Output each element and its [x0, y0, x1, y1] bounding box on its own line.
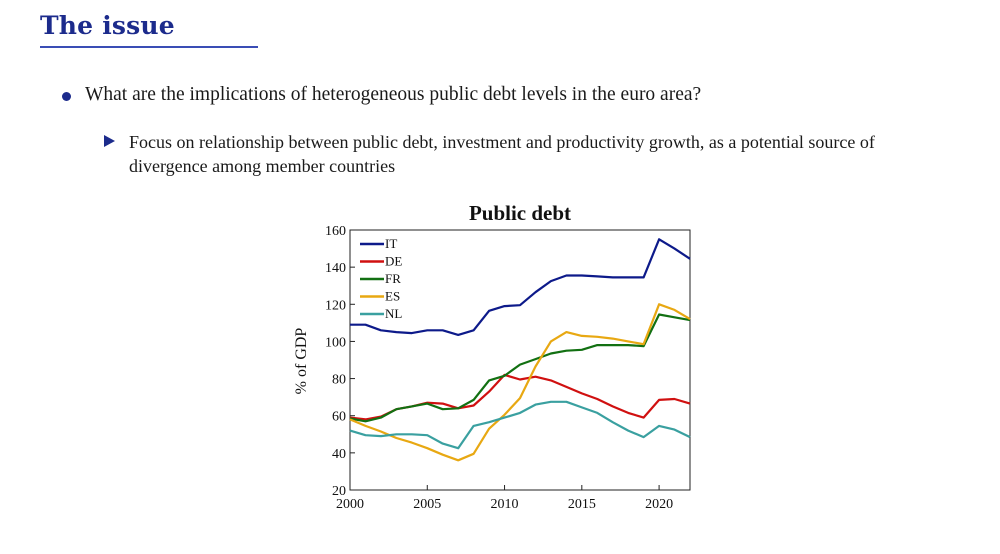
sub-bullet-text: Focus on relationship between public deb…	[129, 132, 875, 176]
x-tick-label: 2000	[336, 497, 364, 512]
series-line-nl	[349, 400, 691, 450]
x-tick-label: 2015	[568, 497, 596, 512]
triangle-bullet-icon	[104, 135, 115, 147]
legend-label-fr: FR	[385, 271, 401, 286]
public-debt-chart: Public debt % of GDP 20 40 60 80 100 120 140 16…	[293, 201, 691, 512]
legend-label-it: IT	[385, 236, 397, 251]
bullet-text: What are the implications of heterogeneo…	[85, 84, 702, 105]
x-tick-label: 2010	[491, 497, 519, 512]
bullet-dot-icon	[62, 92, 71, 101]
y-tick-label: 140	[325, 261, 346, 276]
bullet-item: What are the implications of heterogeneo…	[62, 84, 701, 106]
series-line-it	[350, 238, 691, 336]
plot-frame	[349, 229, 691, 491]
legend-label-nl: NL	[385, 306, 402, 321]
chart-title: Public debt	[469, 201, 571, 225]
legend-label-es: ES	[385, 289, 400, 304]
y-axis-label: % of GDP	[293, 328, 310, 395]
title-underline	[40, 46, 258, 48]
x-axis-ticks: 2000 2005 2010 2015 2020	[336, 485, 673, 512]
chart-legend: IT DE FR ES NL	[360, 236, 402, 321]
y-tick-label: 160	[325, 224, 346, 239]
slide-title: The issue	[40, 11, 175, 40]
series-line-es	[349, 303, 691, 462]
y-tick-label: 20	[332, 484, 346, 499]
y-axis-ticks: 20 40 60 80 100 120 140 160	[325, 224, 355, 499]
x-tick-label: 2005	[413, 497, 441, 512]
sub-bullet-item: Focus on relationship between public deb…	[104, 130, 924, 178]
y-tick-label: 80	[332, 373, 346, 388]
series-lines	[349, 238, 691, 462]
y-tick-label: 40	[332, 447, 346, 462]
y-tick-label: 100	[325, 335, 346, 350]
x-tick-label: 2020	[645, 497, 673, 512]
series-line-fr	[349, 313, 691, 423]
y-tick-label: 60	[332, 410, 346, 425]
legend-label-de: DE	[385, 254, 402, 269]
y-tick-label: 120	[325, 298, 346, 313]
